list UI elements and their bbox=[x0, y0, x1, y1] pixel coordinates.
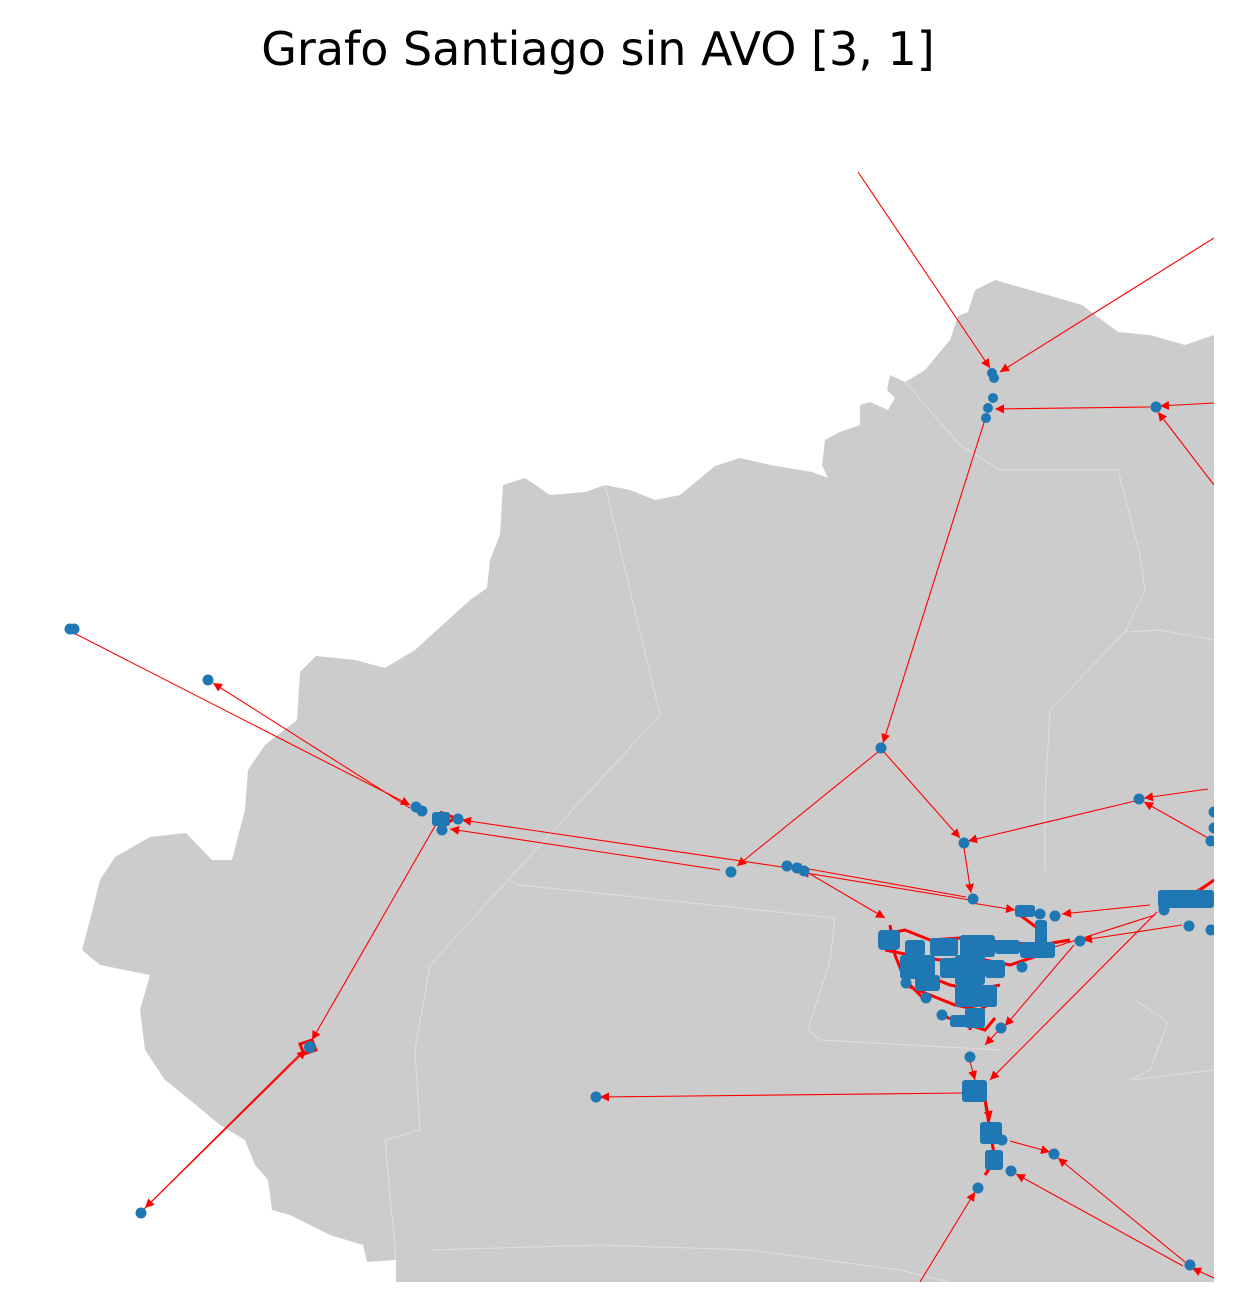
graph-edges bbox=[67, 171, 1214, 1282]
map-title: Grafo Santiago sin AVO [3, 1] bbox=[261, 22, 935, 76]
district-borders bbox=[384, 381, 1214, 1282]
urban-cluster bbox=[298, 810, 1214, 1176]
land-region bbox=[82, 280, 1214, 1282]
graph-nodes bbox=[64, 368, 1214, 1271]
